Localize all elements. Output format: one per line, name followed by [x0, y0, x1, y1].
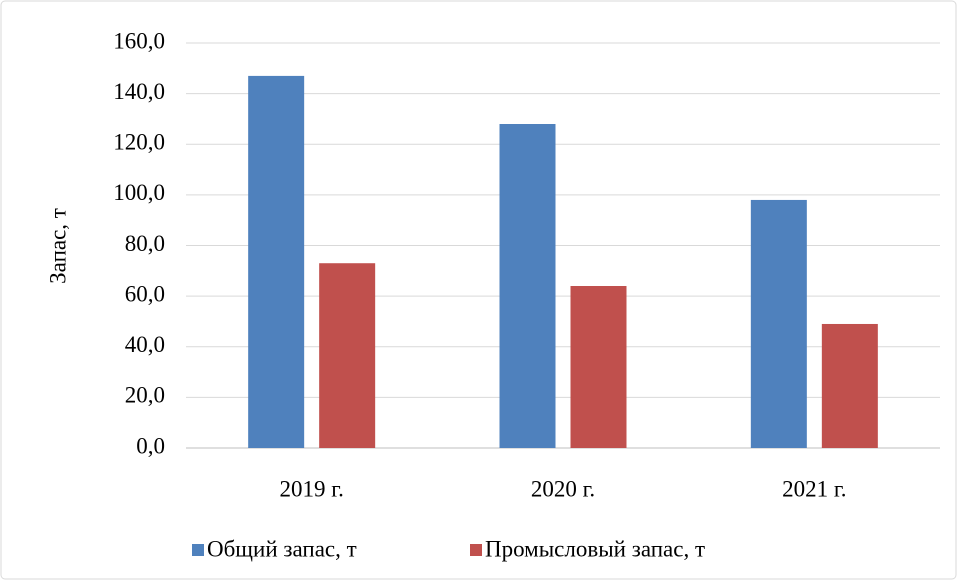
legend-label: Общий запас, т [207, 536, 357, 561]
legend-swatch [470, 544, 482, 556]
y-tick-label: 100,0 [113, 180, 165, 205]
bar [499, 124, 556, 448]
y-tick-label: 40,0 [125, 332, 165, 357]
x-tick-label: 2021 г. [782, 476, 846, 501]
x-tick-label: 2020 г. [531, 476, 595, 501]
y-tick-label: 20,0 [125, 383, 165, 408]
legend-swatch [192, 544, 204, 556]
y-tick-label: 140,0 [113, 79, 165, 104]
y-tick-label: 80,0 [125, 231, 165, 256]
bar [319, 263, 376, 448]
y-axis-label: Запас, т [45, 208, 70, 284]
y-tick-label: 160,0 [113, 28, 165, 53]
y-tick-label: 120,0 [113, 130, 165, 155]
legend-label: Промысловый запас, т [485, 536, 705, 561]
bar [750, 199, 807, 448]
y-tick-label: 60,0 [125, 281, 165, 306]
bar [570, 286, 627, 448]
bar [821, 323, 878, 448]
x-tick-label: 2019 г. [279, 476, 343, 501]
y-tick-label: 0,0 [136, 433, 165, 458]
bar [248, 75, 305, 448]
